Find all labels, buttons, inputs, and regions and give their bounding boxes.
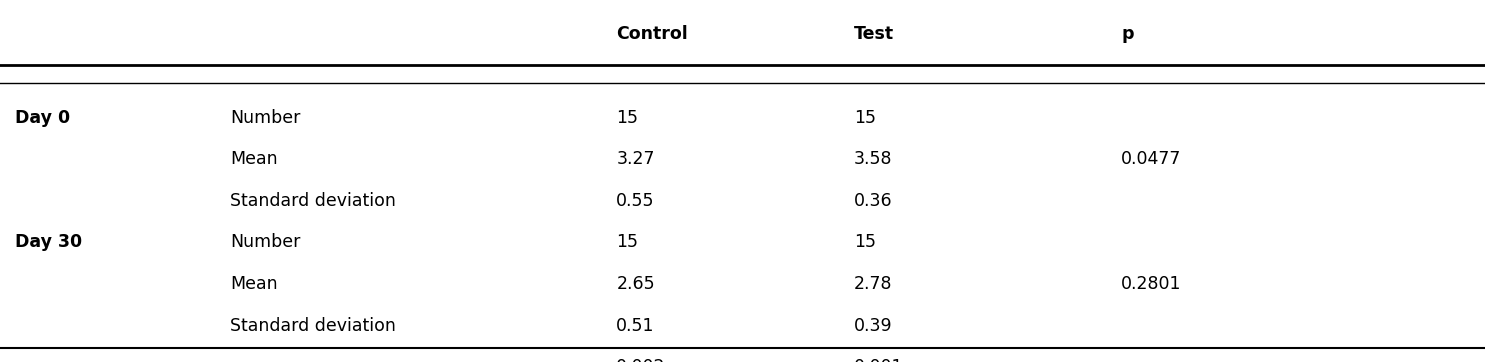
Text: Standard deviation: Standard deviation bbox=[230, 317, 396, 335]
Text: 0.2801: 0.2801 bbox=[1121, 275, 1182, 293]
Text: 15: 15 bbox=[616, 109, 639, 127]
Text: 2.78: 2.78 bbox=[854, 275, 892, 293]
Text: 0.0477: 0.0477 bbox=[1121, 150, 1182, 168]
Text: Number: Number bbox=[230, 109, 300, 127]
Text: p: p bbox=[230, 358, 241, 362]
Text: 0.001: 0.001 bbox=[854, 358, 903, 362]
Text: Day 30: Day 30 bbox=[15, 233, 82, 252]
Text: 2.65: 2.65 bbox=[616, 275, 655, 293]
Text: Day 0: Day 0 bbox=[15, 109, 70, 127]
Text: 3.58: 3.58 bbox=[854, 150, 892, 168]
Text: 15: 15 bbox=[854, 109, 876, 127]
Text: Standard deviation: Standard deviation bbox=[230, 192, 396, 210]
Text: Mean: Mean bbox=[230, 275, 278, 293]
Text: 0.39: 0.39 bbox=[854, 317, 892, 335]
Text: Control: Control bbox=[616, 25, 688, 43]
Text: 15: 15 bbox=[616, 233, 639, 252]
Text: 15: 15 bbox=[854, 233, 876, 252]
Text: Number: Number bbox=[230, 233, 300, 252]
Text: p: p bbox=[1121, 25, 1133, 43]
Text: 0.002: 0.002 bbox=[616, 358, 665, 362]
Text: 0.51: 0.51 bbox=[616, 317, 655, 335]
Text: 0.55: 0.55 bbox=[616, 192, 655, 210]
Text: Mean: Mean bbox=[230, 150, 278, 168]
Text: 3.27: 3.27 bbox=[616, 150, 655, 168]
Text: 0.36: 0.36 bbox=[854, 192, 892, 210]
Text: Test: Test bbox=[854, 25, 894, 43]
